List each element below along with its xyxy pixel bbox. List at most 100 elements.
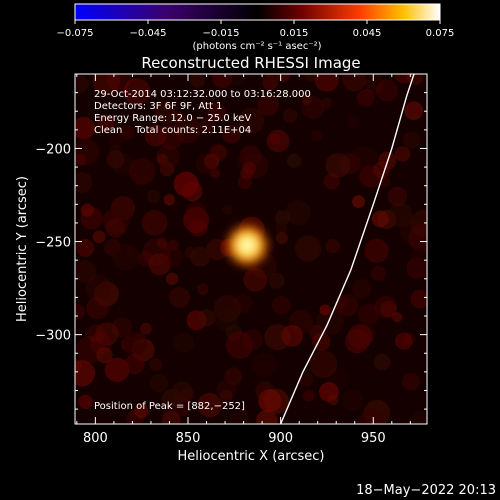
noise-blob bbox=[411, 410, 427, 424]
noise-blob bbox=[266, 129, 290, 153]
noise-blob bbox=[169, 287, 191, 308]
colorbar-unit-label: (photons cm⁻² s⁻¹ asec⁻²) bbox=[192, 41, 321, 52]
noise-blob bbox=[86, 296, 110, 320]
noise-blob bbox=[321, 97, 333, 109]
y-axis-label: Heliocentric Y (arcsec) bbox=[15, 176, 30, 322]
chart-title: Reconstructed RHESSI Image bbox=[141, 54, 360, 72]
footer-timestamp: 18−May−2022 20:13 bbox=[356, 483, 496, 498]
noise-blob bbox=[314, 74, 339, 92]
noise-blob bbox=[190, 246, 211, 267]
noise-blob bbox=[350, 145, 378, 173]
noise-blob bbox=[149, 374, 169, 393]
noise-blob bbox=[94, 281, 119, 307]
noise-blob bbox=[185, 201, 207, 222]
noise-blob bbox=[282, 108, 298, 123]
noise-blob bbox=[299, 372, 314, 387]
noise-blob bbox=[358, 409, 384, 424]
noise-blob bbox=[106, 218, 126, 238]
noise-blob bbox=[161, 388, 183, 411]
plot-frame bbox=[74, 73, 428, 425]
noise-blob bbox=[146, 189, 161, 204]
noise-blob bbox=[275, 232, 288, 245]
info-time-range: 29-Oct-2014 03:12:32.000 to 03:16:28.000 bbox=[94, 89, 311, 100]
noise-blob bbox=[219, 389, 233, 403]
noise-blob bbox=[403, 332, 416, 345]
noise-blob bbox=[364, 74, 385, 94]
noise-blob bbox=[213, 295, 241, 323]
noise-blob bbox=[80, 203, 95, 217]
noise-blob bbox=[199, 95, 219, 116]
noise-blob bbox=[406, 257, 427, 280]
noise-blob bbox=[87, 324, 106, 343]
noise-blob bbox=[286, 153, 302, 168]
noise-blob bbox=[183, 206, 210, 234]
noise-blob bbox=[96, 346, 113, 364]
noise-blob bbox=[158, 124, 184, 150]
noise-blob bbox=[149, 358, 163, 372]
noise-blob bbox=[256, 409, 278, 424]
noise-blob bbox=[344, 329, 370, 354]
colorbar-tick-label: 0.075 bbox=[426, 28, 455, 39]
x-tick-label: 950 bbox=[361, 431, 386, 446]
noise-blob bbox=[124, 353, 145, 375]
info-clean-counts: Clean Total counts: 2.11E+04 bbox=[94, 125, 251, 136]
noise-blob bbox=[97, 118, 111, 131]
noise-blob bbox=[359, 164, 382, 188]
noise-blob bbox=[401, 372, 420, 391]
noise-blob bbox=[373, 353, 391, 371]
noise-blob bbox=[104, 357, 130, 383]
noise-blob bbox=[154, 101, 178, 124]
x-tick-label: 850 bbox=[176, 431, 201, 446]
noise-blob bbox=[335, 296, 349, 309]
noise-blob bbox=[411, 247, 427, 264]
noise-blob bbox=[371, 210, 389, 228]
noise-blob bbox=[233, 293, 253, 314]
noise-blob bbox=[351, 279, 372, 299]
background-noise bbox=[75, 74, 427, 424]
noise-blob bbox=[148, 253, 171, 276]
noise-blob bbox=[297, 239, 319, 261]
noise-blob bbox=[103, 238, 122, 257]
noise-blob bbox=[102, 208, 130, 235]
noise-blob bbox=[391, 311, 403, 323]
noise-blob bbox=[262, 74, 279, 91]
noise-blob bbox=[294, 235, 322, 262]
noise-blob bbox=[128, 157, 156, 185]
noise-blob bbox=[269, 133, 281, 145]
noise-blob bbox=[75, 304, 85, 320]
colorbar-tick-label: −0.045 bbox=[129, 28, 166, 39]
noise-blob bbox=[323, 173, 340, 190]
info-detectors: Detectors: 3F 6F 9F, Att 1 bbox=[94, 101, 222, 112]
noise-blob bbox=[78, 394, 93, 410]
info-energy-range: Energy Range: 12.0 − 25.0 keV bbox=[94, 113, 251, 124]
noise-blob bbox=[173, 171, 199, 197]
noise-blob bbox=[156, 145, 180, 169]
solar-limb-line bbox=[279, 74, 415, 424]
noise-blob bbox=[159, 161, 175, 177]
noise-blob bbox=[319, 304, 331, 316]
noise-blob bbox=[95, 322, 119, 346]
noise-blob bbox=[410, 289, 427, 309]
noise-blob bbox=[243, 267, 268, 292]
noise-blob bbox=[75, 259, 97, 283]
noise-blob bbox=[224, 367, 243, 386]
noise-blob bbox=[370, 265, 387, 281]
noise-blob bbox=[325, 239, 340, 254]
noise-blob bbox=[335, 293, 359, 317]
noise-blob bbox=[123, 331, 147, 356]
noise-blob bbox=[75, 116, 95, 140]
noise-blob bbox=[139, 322, 152, 335]
noise-blob bbox=[167, 239, 179, 251]
noise-blob bbox=[75, 75, 89, 94]
noise-blob bbox=[388, 202, 413, 228]
noise-blob bbox=[404, 101, 424, 121]
colorbar-tick-label: −0.075 bbox=[56, 28, 93, 39]
noise-blob bbox=[123, 247, 134, 258]
noise-blob bbox=[90, 332, 113, 355]
noise-blob bbox=[173, 332, 195, 353]
noise-blob bbox=[211, 144, 228, 161]
noise-blob bbox=[364, 238, 389, 263]
noise-blob bbox=[75, 138, 100, 166]
noise-blob bbox=[268, 272, 285, 289]
noise-blob bbox=[108, 132, 125, 149]
